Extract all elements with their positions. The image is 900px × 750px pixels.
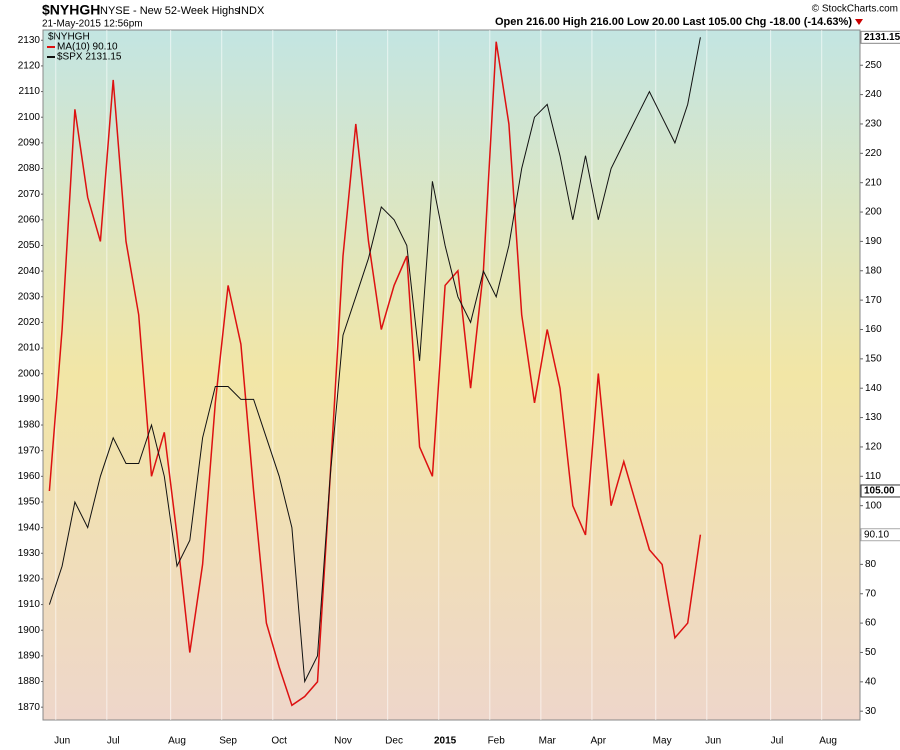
y-tick-label: 1920 <box>18 574 41 585</box>
y2-tick-label: 170 <box>865 295 882 306</box>
x-tick-label: Sep <box>219 736 237 747</box>
legend-label: MA(10) 90.10 <box>57 42 118 53</box>
y-tick-label: 2050 <box>18 240 41 251</box>
x-tick-label: Mar <box>539 736 557 747</box>
value-label: 2131.15 <box>864 32 900 43</box>
y2-tick-label: 120 <box>865 442 882 453</box>
y2-tick-label: 30 <box>865 706 877 717</box>
y-tick-label: 1880 <box>18 676 41 687</box>
credit: © StockCharts.com <box>812 4 898 15</box>
x-tick-label: Aug <box>819 736 837 747</box>
y-tick-label: 1980 <box>18 420 41 431</box>
series-line <box>48 37 701 684</box>
x-tick-label: Jun <box>54 736 70 747</box>
y-tick-label: 1890 <box>18 651 41 662</box>
legend-title: $NYHGH <box>48 32 90 43</box>
quote: Open 216.00 High 216.00 Low 20.00 Last 1… <box>495 16 852 28</box>
y-tick-label: 1940 <box>18 522 41 533</box>
y2-tick-label: 230 <box>865 119 882 130</box>
value-box <box>860 528 900 542</box>
series-line <box>48 41 702 707</box>
x-tick-label: May <box>653 736 672 747</box>
x-tick-label: Jun <box>705 736 721 747</box>
chart-title: $NYHGH <box>42 2 100 18</box>
y-tick-label: 1970 <box>18 445 41 456</box>
y2-tick-label: 140 <box>865 383 882 394</box>
y-tick-label: 2060 <box>18 214 41 225</box>
y-tick-label: 2030 <box>18 291 41 302</box>
x-tick-label: Oct <box>271 736 287 747</box>
x-tick-label: Nov <box>334 736 352 747</box>
y-tick-label: 2110 <box>18 86 40 97</box>
y-tick-label: 2090 <box>18 138 41 149</box>
x-tick-label: Aug <box>168 736 186 747</box>
annotation: 105.00 <box>864 486 895 497</box>
y2-tick-label: 110 <box>865 471 881 482</box>
y-tick-label: 1870 <box>18 702 41 713</box>
y-tick-label: 1930 <box>18 548 41 559</box>
x-tick-label: Dec <box>385 736 403 747</box>
y2-tick-label: 40 <box>865 676 877 687</box>
y-tick-label: 2120 <box>18 61 41 72</box>
y-tick-label: 1900 <box>18 625 41 636</box>
chart-subtitle: NYSE - New 52-Week Highs <box>100 5 240 17</box>
y-tick-label: 1910 <box>18 599 41 610</box>
y2-tick-label: 250 <box>865 60 882 71</box>
y2-tick-label: 160 <box>865 324 882 335</box>
y-tick-label: 2070 <box>18 189 41 200</box>
legend-label: $SPX 2131.15 <box>57 52 122 63</box>
exchange: INDX <box>238 5 265 17</box>
y2-tick-label: 70 <box>865 588 877 599</box>
value-label: 90.10 <box>864 529 889 540</box>
y-tick-label: 2010 <box>18 343 41 354</box>
y-tick-label: 1950 <box>18 497 41 508</box>
down-arrow <box>855 19 863 25</box>
y-tick-label: 2000 <box>18 368 41 379</box>
y-tick-label: 1990 <box>18 394 41 405</box>
y2-tick-label: 180 <box>865 265 882 276</box>
value-box <box>860 30 900 44</box>
x-tick-label: Feb <box>488 736 506 747</box>
y2-tick-label: 130 <box>865 412 882 423</box>
y-tick-label: 2020 <box>18 317 41 328</box>
x-tick-label: Jul <box>107 736 120 747</box>
y-tick-label: 2130 <box>18 35 41 46</box>
y-tick-label: 2080 <box>18 163 41 174</box>
y2-tick-label: 190 <box>865 236 882 247</box>
date: 21-May-2015 12:56pm <box>42 19 143 30</box>
x-tick-label: Apr <box>591 736 607 747</box>
y2-tick-label: 150 <box>865 353 882 364</box>
y2-tick-label: 210 <box>865 177 882 188</box>
y2-tick-label: 80 <box>865 559 877 570</box>
annotation-box <box>860 484 900 498</box>
plot-area <box>42 29 861 721</box>
y2-tick-label: 60 <box>865 618 877 629</box>
y2-tick-label: 100 <box>865 500 882 511</box>
y2-tick-label: 240 <box>865 89 882 100</box>
y-tick-label: 1960 <box>18 471 41 482</box>
x-tick-label: 2015 <box>434 736 457 747</box>
y2-tick-label: 220 <box>865 148 882 159</box>
y2-tick-label: 200 <box>865 207 882 218</box>
y-tick-label: 2100 <box>18 112 41 123</box>
x-tick-label: Jul <box>771 736 784 747</box>
y2-tick-label: 50 <box>865 647 877 658</box>
y-tick-label: 2040 <box>18 266 41 277</box>
